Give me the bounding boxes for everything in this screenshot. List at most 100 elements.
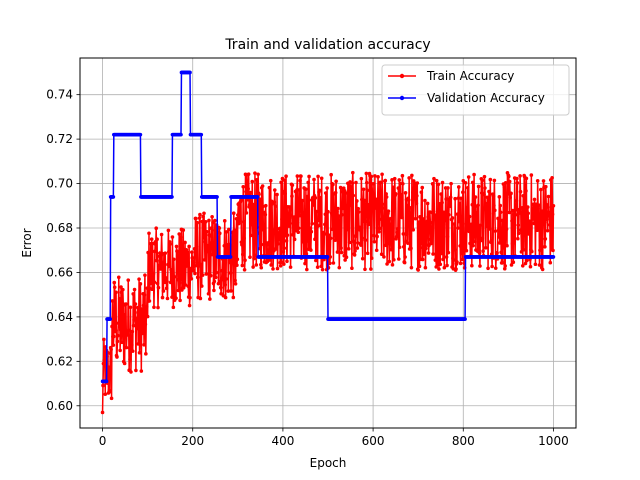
train-accuracy-point xyxy=(164,286,169,291)
train-accuracy-point xyxy=(272,188,277,192)
train-accuracy-point xyxy=(339,250,344,255)
train-accuracy-point xyxy=(194,244,199,249)
train-accuracy-point xyxy=(234,216,239,221)
train-accuracy-point xyxy=(487,189,491,194)
train-accuracy-point xyxy=(331,182,335,187)
train-accuracy-point xyxy=(198,296,203,301)
train-accuracy-point xyxy=(289,213,293,218)
train-accuracy-point xyxy=(526,211,530,216)
train-accuracy-point xyxy=(201,235,206,240)
train-accuracy-point xyxy=(410,198,415,202)
train-accuracy-point xyxy=(445,234,450,239)
train-accuracy-point xyxy=(171,257,176,262)
train-accuracy-point xyxy=(437,267,441,271)
train-accuracy-point xyxy=(169,267,174,272)
train-accuracy-point xyxy=(130,343,134,347)
train-accuracy-point xyxy=(144,304,149,309)
validation-accuracy-point xyxy=(111,195,116,199)
train-accuracy-point xyxy=(259,262,263,267)
train-accuracy-point xyxy=(487,211,492,216)
train-accuracy-point xyxy=(547,210,551,215)
train-accuracy-point xyxy=(368,178,373,182)
train-accuracy-point xyxy=(514,207,518,212)
train-accuracy-point xyxy=(309,229,314,234)
y-tick-label: 0.68 xyxy=(46,221,73,235)
train-accuracy-point xyxy=(126,278,131,282)
train-accuracy-point xyxy=(185,251,190,256)
train-accuracy-point xyxy=(120,318,125,322)
train-accuracy-point xyxy=(348,203,353,207)
train-accuracy-point xyxy=(205,243,210,248)
train-accuracy-point xyxy=(158,267,163,271)
train-accuracy-point xyxy=(240,242,244,247)
train-accuracy-point xyxy=(395,233,400,238)
train-accuracy-point xyxy=(548,223,552,227)
train-accuracy-point xyxy=(313,196,318,200)
train-accuracy-point xyxy=(137,350,142,355)
train-accuracy-point xyxy=(455,212,460,216)
train-accuracy-point xyxy=(460,238,464,243)
train-accuracy-point xyxy=(392,176,397,181)
train-accuracy-point xyxy=(470,202,475,207)
legend: Train Accuracy Validation Accuracy xyxy=(381,64,570,116)
train-accuracy-point xyxy=(208,241,213,245)
train-accuracy-point xyxy=(141,303,146,308)
train-accuracy-point xyxy=(152,280,157,285)
train-accuracy-point xyxy=(134,316,139,321)
train-accuracy-point xyxy=(303,261,307,266)
train-accuracy-point xyxy=(545,217,549,222)
train-accuracy-point xyxy=(155,281,160,286)
train-accuracy-point xyxy=(430,182,435,186)
train-accuracy-point xyxy=(469,222,474,227)
train-accuracy-point xyxy=(495,251,499,255)
train-accuracy-point xyxy=(520,264,525,268)
train-accuracy-point xyxy=(397,245,402,250)
train-accuracy-point xyxy=(365,251,370,256)
train-accuracy-point xyxy=(524,189,528,193)
train-accuracy-point xyxy=(360,197,364,202)
train-accuracy-point xyxy=(187,303,192,308)
train-accuracy-point xyxy=(301,222,306,227)
train-accuracy-point xyxy=(277,226,282,231)
train-accuracy-point xyxy=(222,243,227,248)
train-accuracy-point xyxy=(419,241,424,246)
train-accuracy-point xyxy=(160,295,165,300)
train-accuracy-point xyxy=(152,305,156,310)
train-accuracy-point xyxy=(112,280,117,285)
train-accuracy-point xyxy=(319,176,324,181)
validation-accuracy-point xyxy=(255,195,260,199)
train-accuracy-point xyxy=(550,175,554,180)
train-accuracy-point xyxy=(513,212,518,217)
train-accuracy-point xyxy=(177,281,182,285)
train-accuracy-point xyxy=(144,352,148,356)
train-accuracy-point xyxy=(528,264,533,269)
train-accuracy-point xyxy=(296,226,301,230)
train-accuracy-point xyxy=(549,234,553,238)
train-accuracy-point xyxy=(222,219,227,223)
train-accuracy-point xyxy=(146,250,150,255)
train-accuracy-point xyxy=(291,232,295,237)
validation-accuracy-point xyxy=(215,195,219,199)
validation-accuracy-point xyxy=(138,132,143,137)
train-accuracy-point xyxy=(475,231,479,235)
train-accuracy-point xyxy=(268,258,272,262)
train-accuracy-point xyxy=(178,298,182,303)
train-accuracy-point xyxy=(252,256,256,261)
train-accuracy-point xyxy=(145,286,149,290)
train-accuracy-point xyxy=(520,229,524,234)
train-accuracy-markers xyxy=(100,170,556,415)
train-accuracy-point xyxy=(101,383,105,388)
train-accuracy-point xyxy=(276,242,280,246)
train-accuracy-point xyxy=(236,213,240,217)
train-accuracy-point xyxy=(507,174,511,179)
train-accuracy-point xyxy=(530,249,534,254)
train-accuracy-point xyxy=(190,250,194,254)
train-accuracy-point xyxy=(449,181,453,186)
train-accuracy-point xyxy=(223,295,228,300)
train-accuracy-point xyxy=(498,203,503,208)
train-accuracy-point xyxy=(465,185,470,190)
train-accuracy-point xyxy=(323,212,328,217)
train-accuracy-point xyxy=(280,217,284,222)
train-accuracy-point xyxy=(119,285,123,289)
train-accuracy-point xyxy=(478,223,483,228)
